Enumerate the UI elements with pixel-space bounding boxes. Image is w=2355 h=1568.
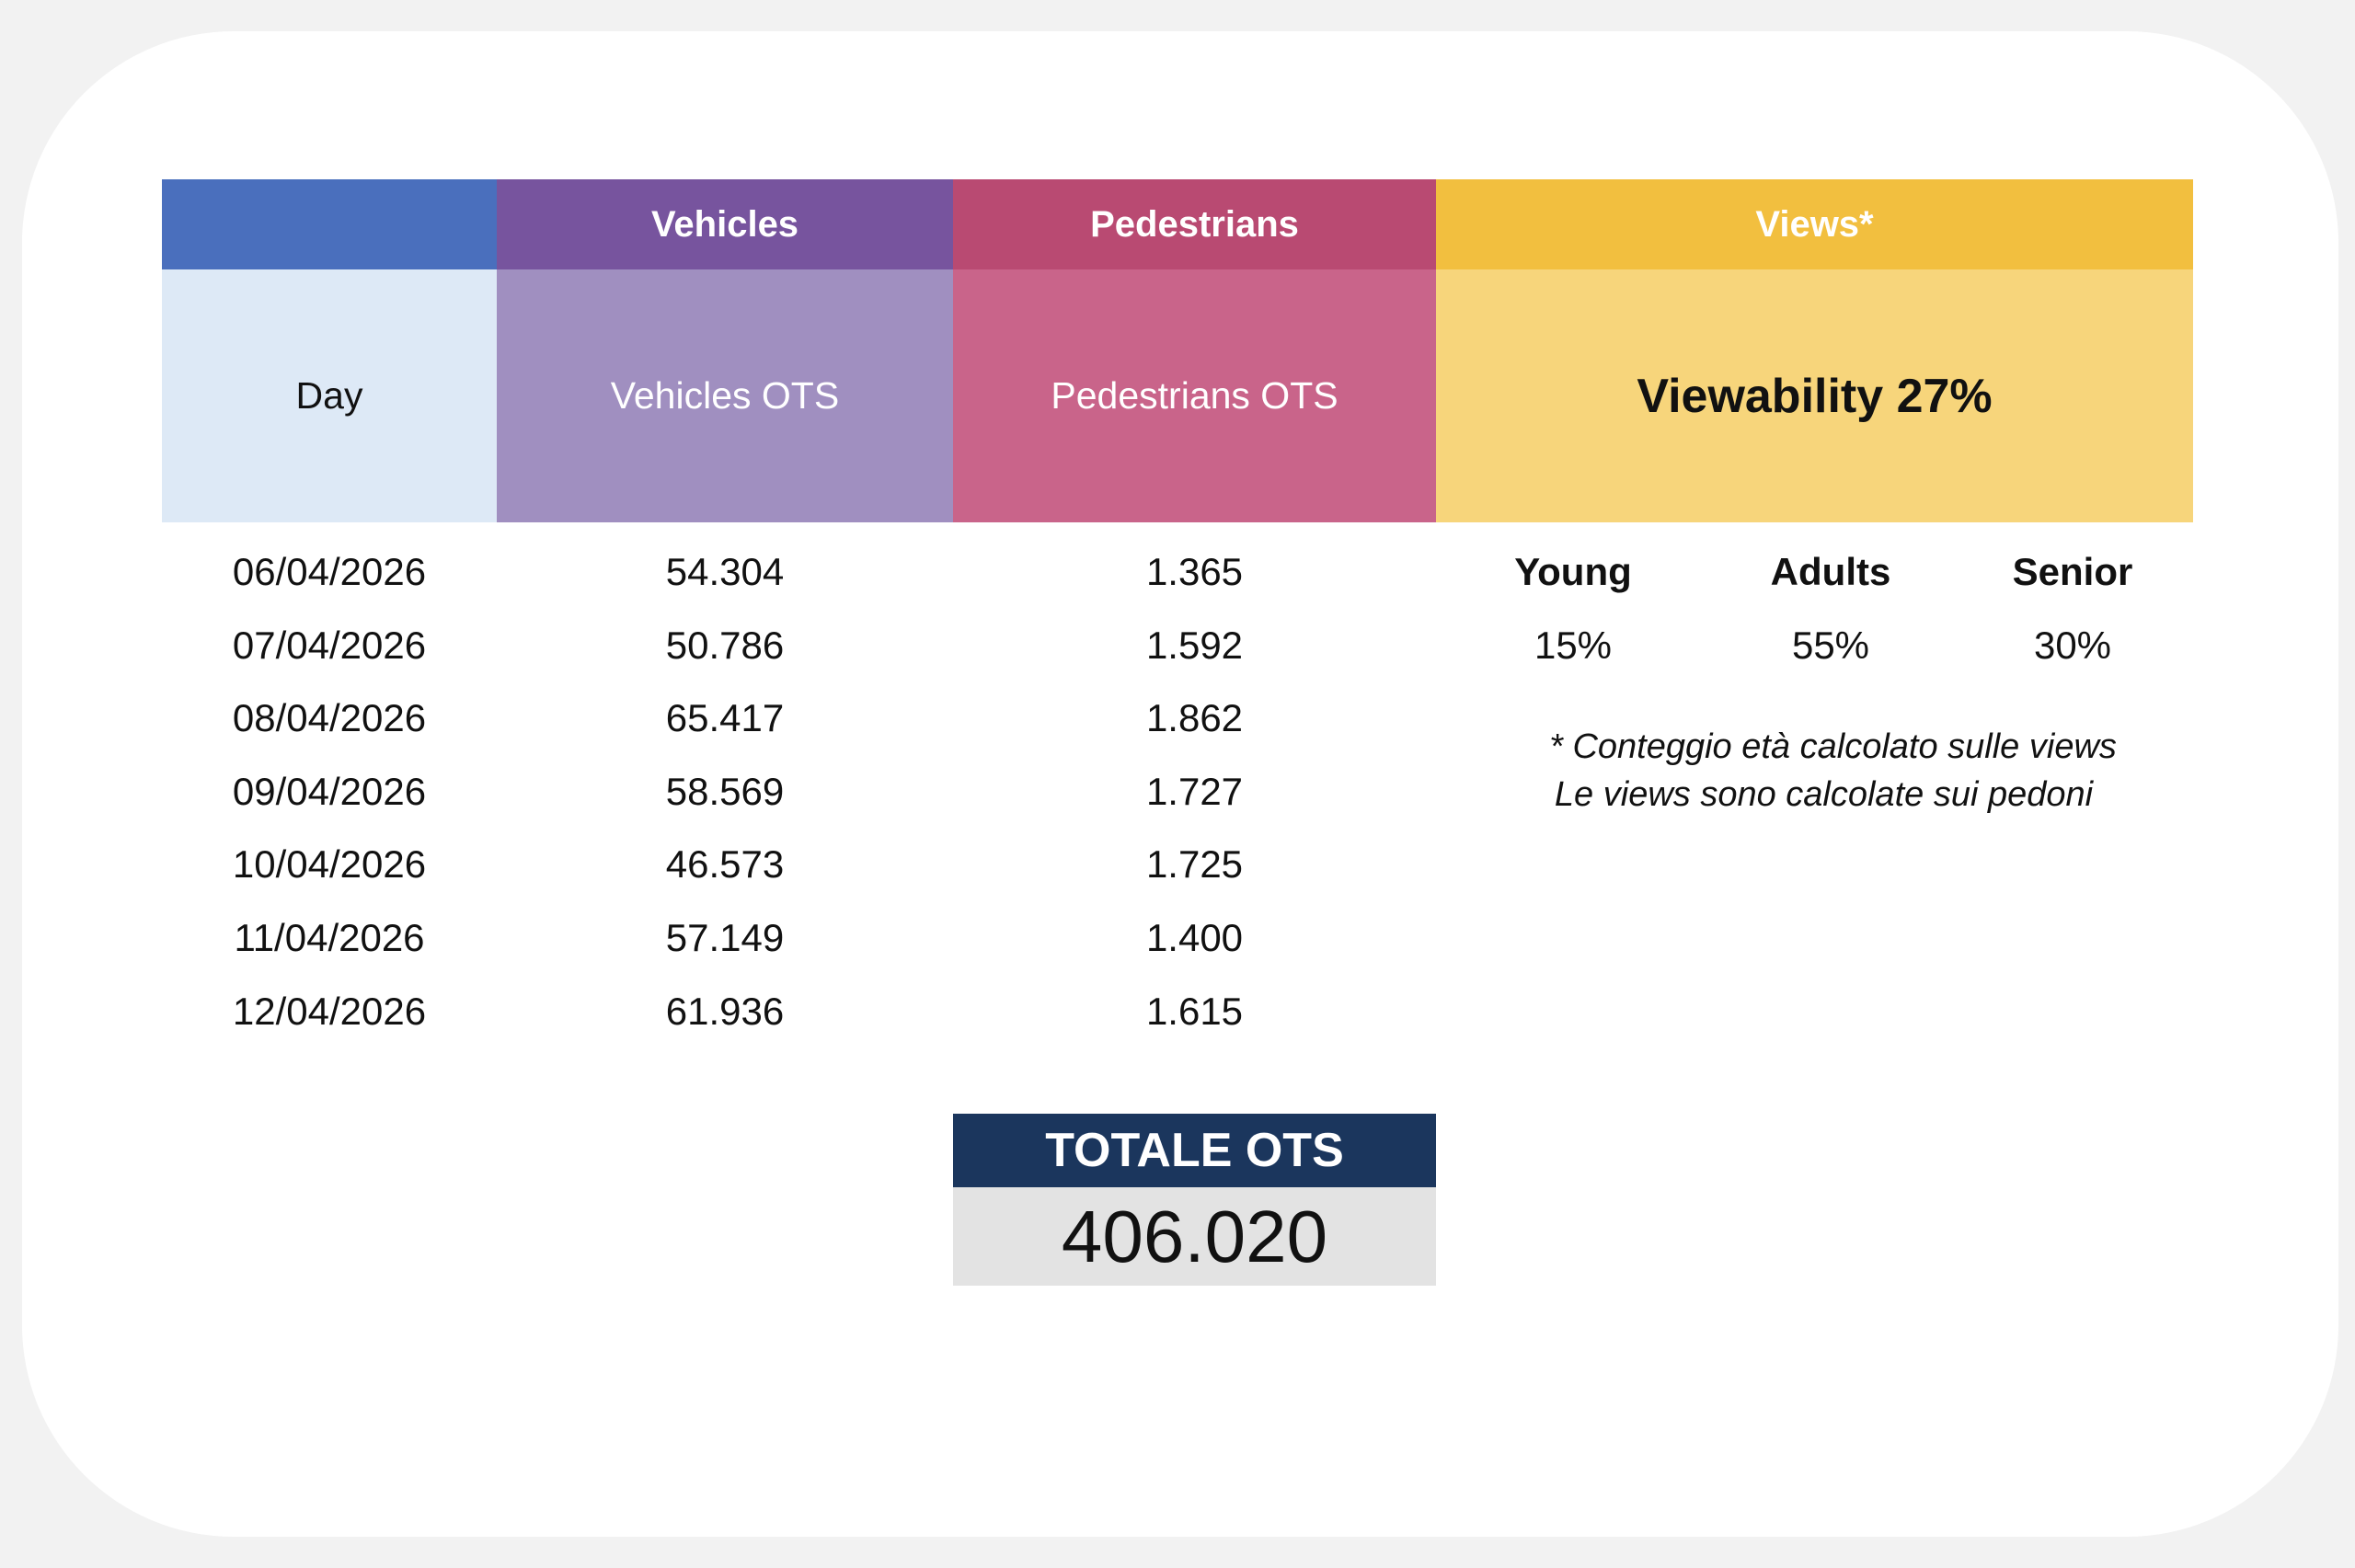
young-label: Young [1514, 550, 1632, 593]
row-vehicles: 50.786 [665, 624, 785, 667]
row-pedestrians: 1.727 [1145, 770, 1244, 813]
row-vehicles: 58.569 [665, 770, 785, 813]
row-vehicles: 57.149 [665, 916, 785, 959]
row-pedestrians: 1.365 [1145, 550, 1244, 593]
row-vehicles: 46.573 [665, 842, 785, 886]
row-pedestrians: 1.400 [1145, 916, 1244, 959]
adults-label: Adults [1770, 550, 1891, 593]
day-column-label: Day [162, 269, 497, 522]
views-header: Views* [1436, 179, 2193, 269]
row-pedestrians: 1.725 [1145, 842, 1244, 886]
vehicles-ots-label: Vehicles OTS [497, 269, 953, 522]
total-label: TOTALE OTS [953, 1114, 1436, 1187]
pedestrians-ots-label: Pedestrians OTS [953, 269, 1436, 522]
row-day: 11/04/2026 [234, 916, 425, 959]
row-pedestrians: 1.862 [1145, 696, 1244, 739]
row-pedestrians: 1.592 [1145, 624, 1244, 667]
note-line-2: Le views sono calcolate sui pedoni [1554, 775, 2094, 814]
total-value: 406.020 [953, 1187, 1436, 1286]
adults-value: 55% [1791, 624, 1870, 667]
row-day: 10/04/2026 [232, 842, 427, 886]
row-vehicles: 54.304 [665, 550, 785, 593]
row-pedestrians: 1.615 [1145, 990, 1244, 1033]
row-day: 12/04/2026 [232, 990, 427, 1033]
day-header-cell [162, 179, 497, 269]
senior-label: Senior [2012, 550, 2133, 593]
senior-value: 30% [2033, 624, 2112, 667]
note-line-1: * Conteggio età calcolato sulle views [1549, 727, 2117, 766]
row-day: 08/04/2026 [232, 696, 427, 739]
row-vehicles: 61.936 [665, 990, 785, 1033]
row-day: 06/04/2026 [232, 550, 427, 593]
viewability-label: Viewability 27% [1436, 269, 2193, 522]
row-day: 09/04/2026 [232, 770, 427, 813]
row-vehicles: 65.417 [665, 696, 785, 739]
row-day: 07/04/2026 [232, 624, 427, 667]
young-value: 15% [1534, 624, 1613, 667]
vehicles-header: Vehicles [497, 179, 953, 269]
pedestrians-header: Pedestrians [953, 179, 1436, 269]
